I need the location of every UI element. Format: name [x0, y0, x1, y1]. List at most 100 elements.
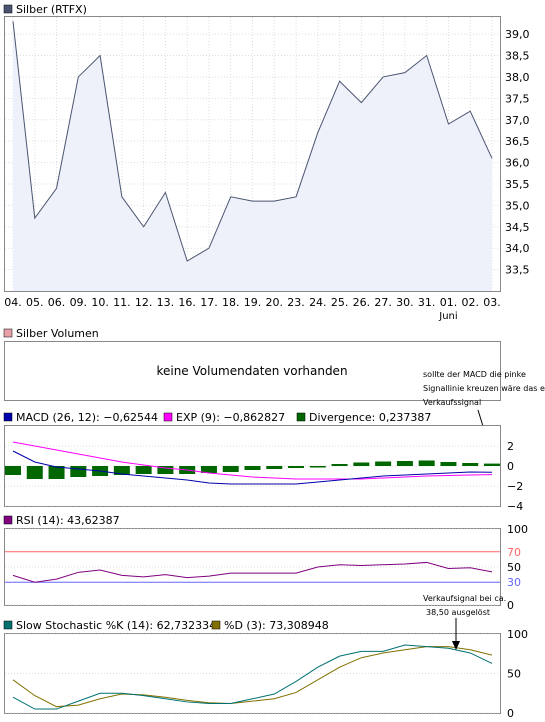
price-x-tick: 17. [200, 296, 218, 309]
price-x-tick: 23. [287, 296, 305, 309]
divergence-bar [353, 462, 370, 466]
stoch-d-line [12, 646, 493, 708]
price-y-tick: 39,0 [505, 28, 530, 41]
volume-legend-swatch [3, 328, 13, 338]
price-y-tick: 36,5 [505, 135, 530, 148]
divergence-bar [5, 466, 21, 475]
no-volume-message: keine Volumendaten vorhanden [156, 364, 347, 378]
stoch-annotation-line-1: Verkaufsignal bei ca. [423, 594, 506, 603]
volume-panel [4, 341, 501, 401]
divergence-bar [440, 462, 457, 466]
stoch-y-tick: 0 [507, 707, 514, 720]
price-x-tick: 27. [374, 296, 392, 309]
macd-legend-swatch [3, 412, 13, 422]
price-y-tick: 34,0 [505, 242, 530, 255]
price-x-tick: 12. [135, 296, 153, 309]
divergence-legend: Divergence: 0,237387 [309, 411, 431, 424]
divergence-bar [135, 466, 152, 474]
price-x-tick: 06. [48, 296, 66, 309]
price-y-tick: 36,0 [505, 157, 530, 170]
exp-legend-swatch [163, 412, 173, 422]
divergence-bar [48, 466, 65, 479]
divergence-bar [26, 466, 43, 479]
divergence-bar [309, 466, 326, 468]
macd-y-tick: 0 [507, 460, 514, 473]
rsi-y-tick: 0 [507, 599, 514, 612]
rsi-y-axis: 100 70 50 30 0 [507, 523, 528, 612]
divergence-bar [222, 466, 239, 472]
price-x-tick: 16. [178, 296, 196, 309]
divergence-legend-swatch [296, 412, 306, 422]
divergence-bar [200, 466, 217, 473]
macd-y-tick: −4 [507, 500, 523, 513]
stoch-y-tick: 50 [507, 668, 521, 681]
macd-annotation-line-3: Verkaufssignal [423, 398, 481, 407]
macd-y-tick: 2 [507, 440, 514, 453]
price-legend: Silber (RTFX) [16, 3, 87, 16]
price-y-tick: 35,5 [505, 178, 530, 191]
divergence-bar [266, 466, 283, 469]
stoch-annotation-arrowhead [452, 641, 460, 650]
macd-y-tick: −2 [507, 480, 523, 493]
divergence-bar [113, 466, 130, 475]
macd-annotation-line-2: Signallinie kreuzen wäre das ein [423, 384, 545, 393]
rsi-grid [5, 528, 500, 606]
price-legend-swatch [3, 4, 13, 14]
rsi-legend: RSI (14): 43,62387 [16, 514, 120, 527]
rsi-panel [4, 528, 501, 606]
divergence-bar [331, 464, 348, 466]
exp-legend: EXP (9): −0,862827 [176, 411, 285, 424]
stoch-annotation-line-2: 38,50 ausgelöst [426, 608, 490, 617]
price-x-tick: 09. [70, 296, 88, 309]
stoch-y-tick: 100 [507, 628, 528, 641]
price-x-axis: 04. 05. 06. 09. 10. 11. 12. 13. 16. 17. 18. 19. 20. 2… [4, 296, 501, 309]
price-x-tick: 26. [353, 296, 371, 309]
price-x-tick: 02. [461, 296, 479, 309]
stoch-k-legend-swatch [3, 620, 13, 630]
price-x-tick: 11. [113, 296, 131, 309]
rsi-y-tick: 100 [507, 523, 528, 536]
macd-y-axis: 2 0 −2 −4 [507, 440, 523, 513]
divergence-bar [70, 466, 87, 477]
macd-legend: MACD (26, 12): −0,62544 [16, 411, 158, 424]
divergence-bar [288, 466, 305, 468]
rsi-y-tick: 30 [507, 576, 521, 589]
price-y-tick: 33,5 [505, 264, 530, 277]
divergence-bar [157, 466, 174, 474]
price-x-tick: 25. [331, 296, 349, 309]
rsi-legend-swatch [3, 515, 13, 525]
price-x-tick: 03. [483, 296, 501, 309]
divergence-bar [375, 461, 392, 466]
price-x-tick: 01. [440, 296, 458, 309]
divergence-bar [484, 463, 500, 466]
price-x-tick: 30. [396, 296, 414, 309]
macd-line [12, 450, 493, 485]
divergence-bar [396, 461, 413, 466]
stoch-k-legend: Slow Stochastic %K (14): 62,732334 [16, 619, 216, 632]
divergence-bar [462, 463, 479, 466]
price-area [13, 21, 492, 291]
price-x-tick: 24. [309, 296, 327, 309]
price-y-tick: 37,0 [505, 114, 530, 127]
stoch-k-line [12, 644, 493, 710]
price-y-tick: 34,5 [505, 221, 530, 234]
price-x-tick: 10. [91, 296, 109, 309]
stoch-d-legend-swatch [211, 620, 221, 630]
price-line [12, 21, 493, 262]
price-x-tick: 19. [244, 296, 262, 309]
price-y-axis: 39,0 38,5 38,0 37,5 37,0 36,5 36,0 35,5 35,0 34,5… [505, 28, 530, 276]
rsi-line [12, 561, 493, 583]
divergence-bar [244, 466, 261, 470]
price-x-tick: 18. [222, 296, 240, 309]
price-y-tick: 37,5 [505, 92, 530, 105]
price-x-tick: 31. [418, 296, 436, 309]
month-label: Juni [438, 311, 457, 322]
stoch-panel [4, 633, 501, 714]
stoch-d-legend: %D (3): 73,308948 [224, 619, 329, 632]
macd-annotation-line-1: sollte der MACD die pinke [423, 370, 526, 379]
volume-legend: Silber Volumen [16, 327, 99, 340]
price-y-tick: 38,0 [505, 71, 530, 84]
exp-line [12, 441, 493, 480]
rsi-y-tick: 50 [507, 561, 521, 574]
